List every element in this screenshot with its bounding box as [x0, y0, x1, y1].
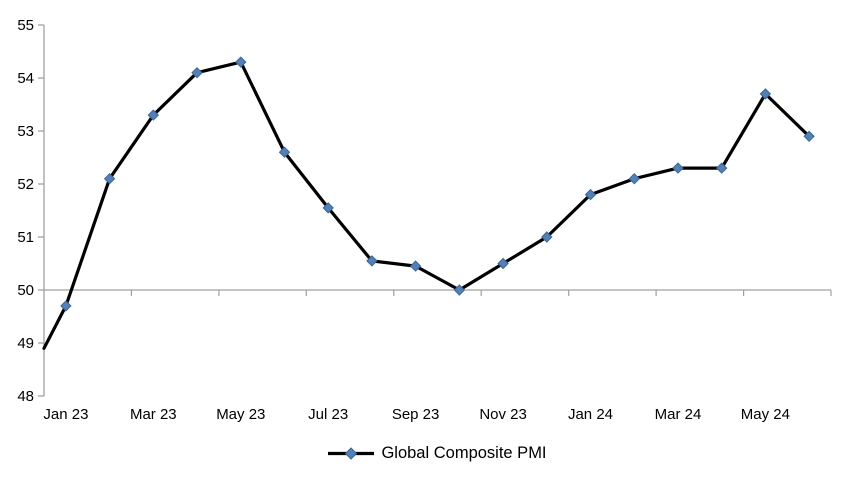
- pmi-data-point-marker: [628, 172, 641, 185]
- pmi-data-point-marker: [235, 56, 247, 68]
- legend: Global Composite PMI: [44, 442, 831, 464]
- x-axis-tick-label: Sep 23: [392, 406, 440, 423]
- pmi-data-point-marker: [278, 146, 291, 158]
- pmi-data-point-marker: [759, 88, 772, 100]
- pmi-data-point-marker: [541, 231, 553, 243]
- pmi-data-point-marker: [584, 188, 597, 201]
- y-axis-tick-label: 51: [17, 229, 34, 246]
- legend-label: Global Composite PMI: [381, 443, 547, 462]
- pmi-data-point-marker: [672, 162, 684, 174]
- y-axis-tick-label: 49: [17, 335, 34, 352]
- pmi-data-point-marker: [366, 255, 378, 267]
- y-axis-tick-label: 54: [17, 70, 34, 87]
- pmi-data-point-marker: [803, 130, 815, 143]
- pmi-data-point-marker: [60, 300, 72, 312]
- y-axis-tick-label: 50: [17, 282, 34, 299]
- y-axis-tick-label: 55: [17, 17, 34, 34]
- pmi-series-line: [42, 60, 811, 350]
- pmi-data-point-marker: [715, 162, 728, 174]
- x-axis-tick-label: Nov 23: [479, 406, 527, 423]
- y-axis-tick-label: 48: [17, 388, 34, 405]
- pmi-data-point-marker: [409, 260, 422, 272]
- x-axis-tick-label: Mar 24: [655, 406, 702, 423]
- x-axis-tick-label: Jul 23: [308, 406, 348, 423]
- pmi-data-point-marker: [147, 109, 160, 121]
- y-axis-tick-label: 53: [17, 123, 34, 140]
- x-axis-tick-label: Jan 24: [568, 406, 613, 423]
- pmi-data-point-marker: [191, 66, 203, 79]
- x-axis-tick-label: May 24: [741, 406, 790, 423]
- legend-line-marker-icon: [328, 446, 375, 460]
- x-axis-tick-label: Mar 23: [130, 406, 177, 423]
- x-axis-tick-label: Jan 23: [43, 406, 88, 423]
- y-axis-tick-label: 52: [17, 176, 34, 193]
- pmi-data-point-marker: [322, 202, 334, 214]
- x-axis-tick-label: May 23: [216, 406, 265, 423]
- pmi-data-point-marker: [453, 284, 466, 296]
- pmi-data-point-marker: [497, 257, 509, 270]
- pmi-data-point-marker: [103, 172, 116, 185]
